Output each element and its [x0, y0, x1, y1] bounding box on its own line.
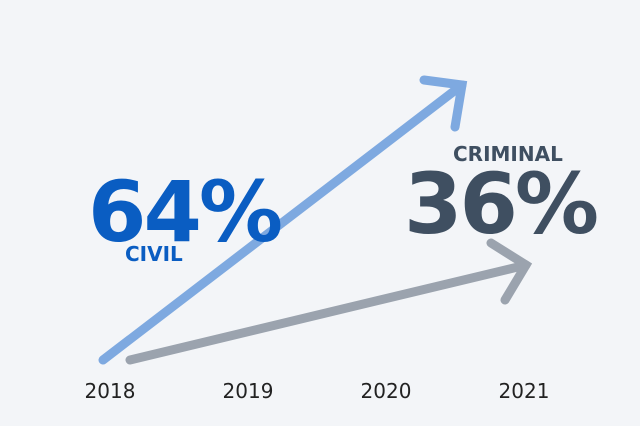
x-tick-2019: 2019 — [222, 379, 274, 403]
criminal-arrow-shaft — [125, 260, 531, 365]
civil-label: CIVIL — [125, 242, 183, 266]
x-tick-2020: 2020 — [360, 379, 412, 403]
civil-percentage: 64% — [88, 163, 283, 261]
x-tick-2021: 2021 — [498, 379, 550, 403]
civil-arrow-shaft — [98, 80, 467, 365]
criminal-arrow-head — [486, 238, 533, 305]
x-tick-2018: 2018 — [84, 379, 136, 403]
criminal-label: CRIMINAL — [453, 142, 563, 166]
criminal-percentage: 36% — [404, 155, 599, 253]
civil-arrow-head — [419, 75, 468, 132]
